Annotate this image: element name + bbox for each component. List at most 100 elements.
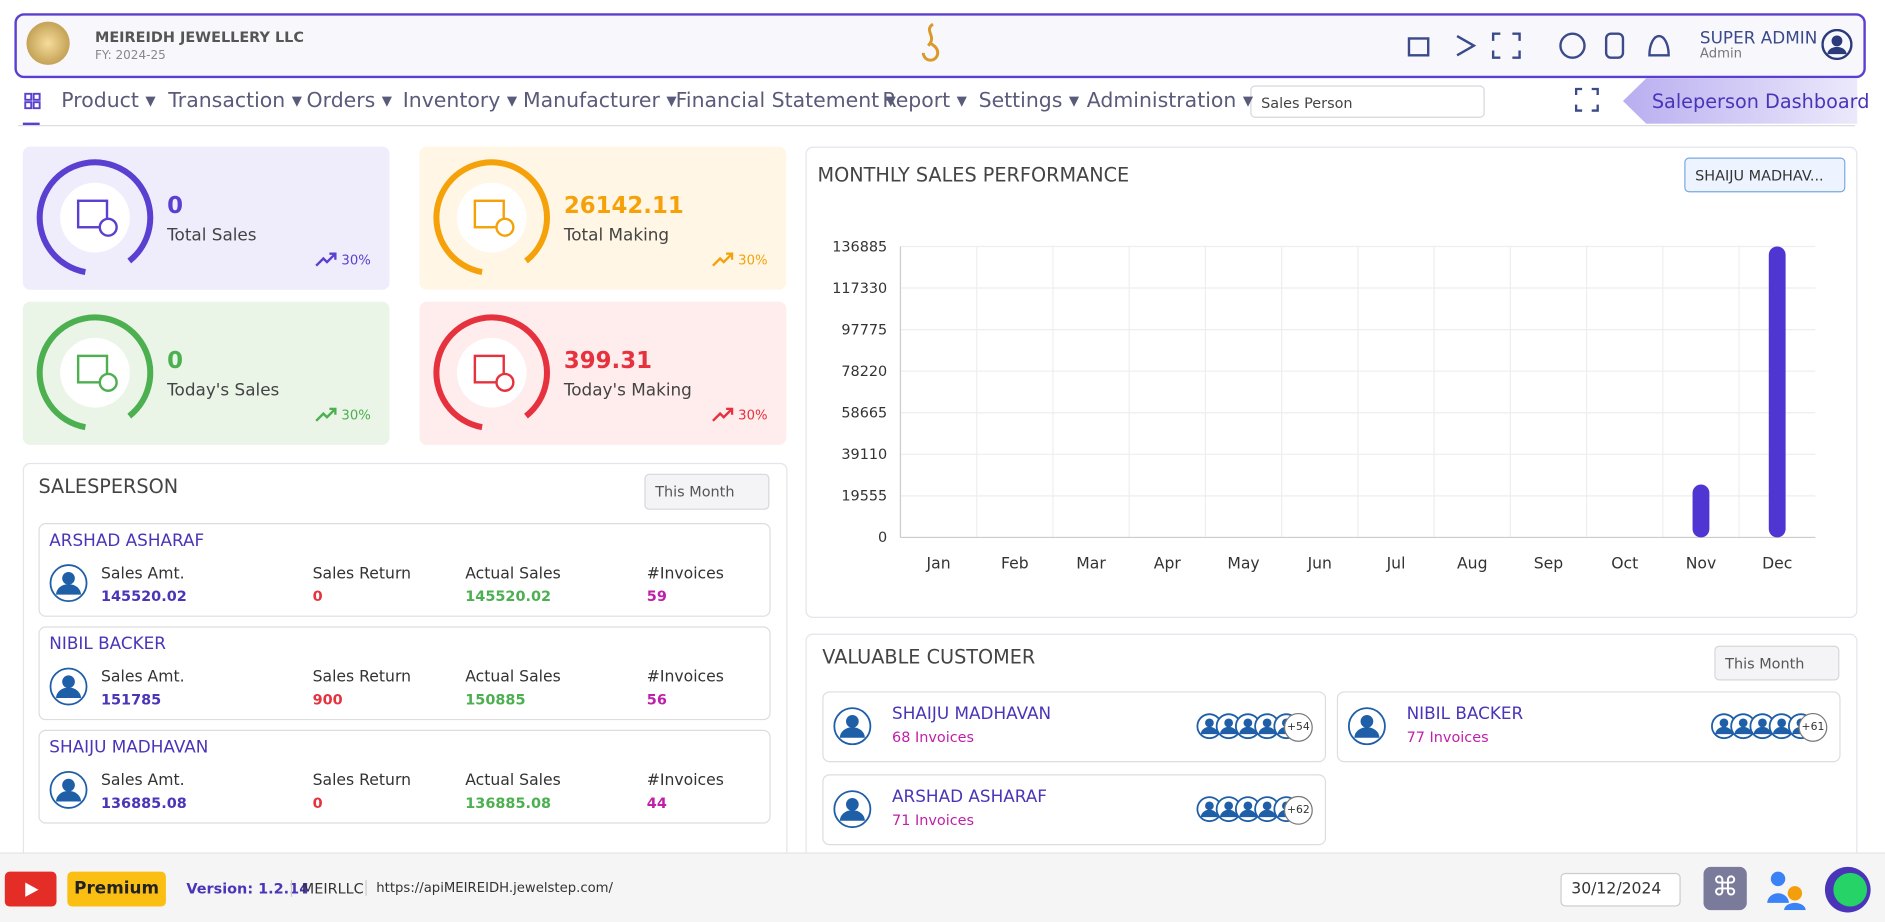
toolbar-icons[interactable] — [1404, 29, 1674, 63]
y-tick-label: 97775 — [841, 322, 887, 338]
chart: 0 19555 39110 58665 78220 97775 117330 136885 Ja… — [832, 239, 1816, 573]
customer-name: SHAIJU MADHAVAN — [892, 704, 1052, 724]
x-tick-label: May — [1227, 555, 1259, 573]
person-icon — [1234, 713, 1261, 740]
nav-item[interactable]: Transaction ▾ — [168, 88, 302, 114]
bar — [1692, 484, 1710, 538]
customer-invoices: 71 Invoices — [892, 811, 975, 829]
stat-value: 399.31 — [563, 347, 652, 374]
avatar[interactable] — [1821, 28, 1853, 61]
fullscreen-icon[interactable] — [1574, 87, 1599, 112]
stat-ring — [36, 159, 154, 276]
stat-value: 0 — [167, 347, 184, 374]
stat-label: Total Making — [563, 226, 670, 246]
trend-icon — [315, 407, 337, 422]
chart-title: MONTHLY SALES PERFORMANCE — [817, 163, 1130, 187]
column-value: 59 — [646, 587, 667, 605]
nav-item[interactable]: Administration ▾ — [1086, 88, 1254, 114]
more-count: +62 — [1283, 795, 1313, 825]
center-logo — [921, 22, 940, 62]
nav-underline — [18, 125, 1855, 127]
salesperson-row — [38, 626, 771, 721]
column-label: Sales Return — [312, 668, 412, 687]
menu-grid-icon[interactable] — [24, 92, 41, 110]
salesperson-select[interactable]: Sales Person — [1250, 85, 1485, 118]
command-button[interactable]: ⌘ — [1703, 866, 1747, 911]
column-label: #Invoices — [646, 668, 724, 687]
y-tick-label: 117330 — [832, 281, 887, 297]
column-value: 145520.02 — [100, 587, 187, 605]
customer-item — [1336, 691, 1841, 763]
section-title: VALUABLE CUSTOMER — [822, 645, 1036, 669]
stat-ring — [36, 314, 154, 432]
play-icon — [25, 882, 39, 897]
nav-item[interactable]: Financial Statement ▾ — [675, 88, 896, 114]
more-count: +54 — [1283, 712, 1313, 742]
column-value: 0 — [312, 794, 323, 812]
more-count: +61 — [1798, 712, 1828, 742]
nav-active — [22, 122, 40, 126]
nav-item[interactable]: Inventory ▾ — [402, 88, 518, 114]
column-label: Sales Return — [312, 565, 412, 584]
x-tick-label: Oct — [1611, 555, 1638, 573]
salesperson-row — [38, 729, 771, 824]
column-label: #Invoices — [646, 771, 724, 790]
column-value: 0 — [312, 587, 323, 605]
section-title: SALESPERSON — [38, 474, 179, 498]
x-tick-label: Apr — [1154, 555, 1182, 573]
dashboard-ribbon — [1622, 78, 1858, 124]
column-label: #Invoices — [646, 565, 724, 584]
y-tick-label: 19555 — [841, 489, 887, 505]
stat-label: Today's Sales — [167, 381, 280, 401]
customer-name: ARSHAD ASHARAF — [892, 787, 1047, 807]
stat-value: 26142.11 — [563, 192, 684, 219]
period-select[interactable]: This Month — [1714, 645, 1840, 681]
stat-label: Today's Making — [563, 381, 692, 401]
person-icon — [833, 790, 872, 829]
person-icon — [49, 564, 88, 603]
x-tick-label: Jun — [1307, 555, 1332, 573]
chart-filter[interactable]: SHAIJU MADHAV... — [1684, 157, 1846, 193]
y-tick-label: 39110 — [841, 447, 887, 463]
x-tick-label: Nov — [1686, 555, 1716, 573]
y-tick-label: 0 — [878, 530, 887, 546]
date-input[interactable]: 30/12/2024 — [1560, 872, 1681, 907]
y-tick-label: 136885 — [832, 239, 887, 255]
company-name: MEIREIDH JEWELLERY LLC — [94, 28, 304, 46]
person-icon — [1254, 713, 1281, 740]
whatsapp-button[interactable] — [1823, 866, 1873, 914]
column-label: Actual Sales — [465, 771, 561, 790]
column-value: 136885.08 — [465, 794, 552, 812]
person-icon — [1254, 796, 1281, 823]
nav-item[interactable]: Report ▾ — [882, 88, 967, 114]
person-icon — [49, 770, 88, 809]
nav-item[interactable]: Orders ▾ — [306, 88, 393, 114]
column-label: Actual Sales — [465, 668, 561, 687]
person-icon — [49, 667, 88, 706]
nav-item[interactable]: Product ▾ — [61, 88, 156, 114]
person-icon — [1730, 713, 1757, 740]
customer-item — [822, 774, 1327, 846]
stat-trend: 30% — [341, 252, 371, 269]
person-icon — [1711, 713, 1737, 740]
trend-icon — [712, 252, 734, 267]
footer-company: MEIRLLC — [290, 880, 364, 897]
fiscal-year: FY: 2024-25 — [94, 49, 166, 63]
period-select[interactable]: This Month — [644, 473, 770, 510]
person-icon — [1347, 707, 1386, 746]
users-icon[interactable] — [1765, 867, 1808, 911]
stat-trend: 30% — [738, 252, 768, 269]
x-tick-label: Jan — [926, 555, 951, 573]
user-name[interactable]: SUPER ADMIN — [1699, 28, 1818, 49]
nav-item[interactable]: Settings ▾ — [978, 88, 1080, 114]
person-icon — [1768, 713, 1795, 740]
nav-item[interactable]: Manufacturer ▾ — [522, 88, 677, 114]
column-label: Actual Sales — [465, 565, 561, 584]
dashboard-title: Saleperson Dashboard — [1651, 90, 1870, 114]
premium-button[interactable]: Premium — [67, 871, 166, 907]
customer-invoices: 77 Invoices — [1406, 728, 1489, 746]
salesperson-name: NIBIL BACKER — [49, 634, 166, 655]
stat-trend: 30% — [341, 407, 371, 424]
